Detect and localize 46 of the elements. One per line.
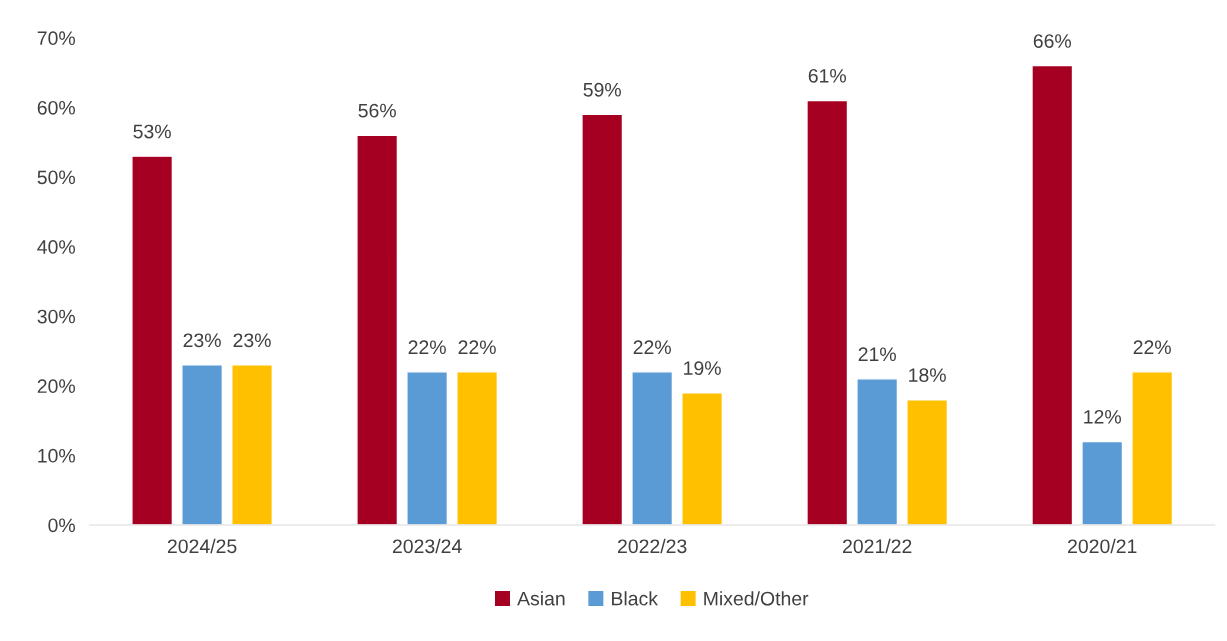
bar	[631, 371, 674, 525]
data-label: 22%	[633, 340, 671, 355]
data-label: 66%	[1033, 34, 1072, 48]
y-tick-label: 10%	[38, 448, 75, 463]
data-label: 23%	[183, 333, 221, 348]
legend-label: Black	[612, 591, 659, 606]
data-label: 22%	[458, 340, 496, 355]
y-tick-label: 0%	[48, 518, 75, 533]
bar	[456, 371, 499, 525]
y-tick-label: 20%	[37, 379, 75, 394]
x-tick-label: 2023/24	[392, 538, 462, 554]
bar	[856, 378, 899, 525]
data-label: 19%	[684, 361, 721, 376]
bar	[1031, 64, 1074, 525]
data-label: 18%	[909, 368, 946, 382]
legend-label: Asian	[517, 591, 565, 606]
x-tick-label: 2022/23	[617, 538, 687, 554]
data-label: 53%	[133, 124, 171, 139]
bar	[806, 99, 849, 525]
bar	[581, 113, 624, 525]
y-tick-label: 50%	[37, 170, 75, 185]
data-label: 21%	[858, 347, 896, 362]
data-label: 12%	[1084, 409, 1121, 424]
data-label: 56%	[358, 103, 396, 118]
bar	[181, 364, 224, 525]
x-tick-label: 2024/25	[167, 538, 237, 554]
bar	[231, 364, 273, 525]
data-label: 22%	[1133, 340, 1171, 355]
data-label: 61%	[808, 68, 846, 83]
data-label: 23%	[233, 333, 271, 348]
x-tick-label: 2020/21	[1068, 538, 1137, 554]
bar	[681, 392, 724, 525]
bar	[1131, 371, 1174, 525]
y-tick-label: 60%	[37, 100, 75, 115]
data-label: 22%	[408, 340, 446, 355]
bar	[906, 399, 949, 525]
data-label: 59%	[583, 82, 621, 97]
y-tick-label: 70%	[37, 31, 75, 46]
y-tick-label: 30%	[37, 309, 75, 324]
bar	[131, 155, 174, 525]
bar	[356, 134, 399, 525]
x-tick-label: 2021/22	[843, 538, 912, 554]
legend-label: Mixed/Other	[704, 591, 809, 606]
bar	[1081, 440, 1124, 525]
bar	[406, 371, 449, 525]
y-tick-label: 40%	[37, 240, 75, 254]
